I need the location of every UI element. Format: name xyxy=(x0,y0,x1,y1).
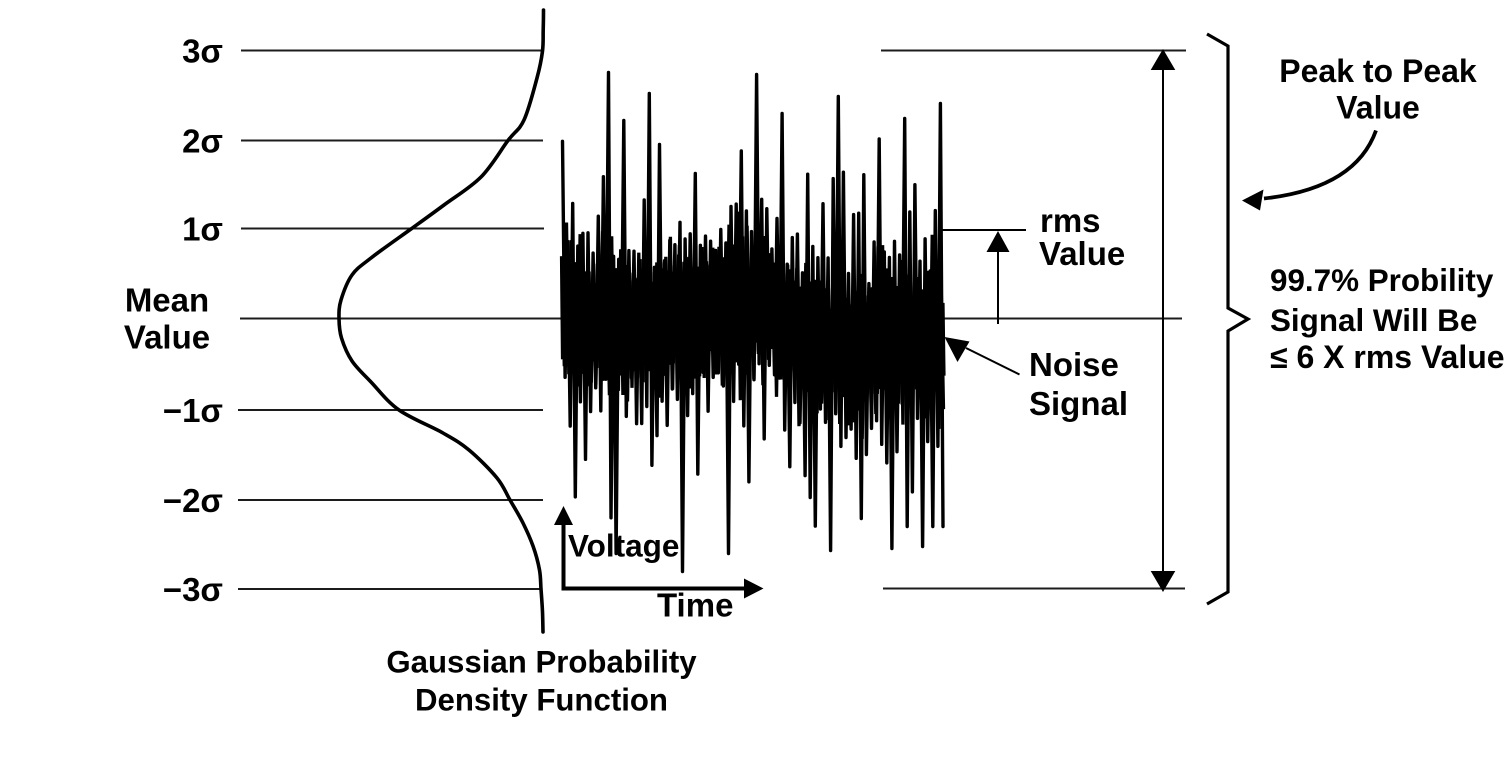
svg-text:−2σ: −2σ xyxy=(163,482,223,519)
svg-text:Mean: Mean xyxy=(125,282,209,319)
svg-text:Gaussian Probability: Gaussian Probability xyxy=(386,645,697,680)
svg-text:3σ: 3σ xyxy=(182,33,223,70)
svg-text:Noise: Noise xyxy=(1029,346,1119,383)
svg-text:Voltage: Voltage xyxy=(568,528,679,564)
svg-text:99.7% Probility: 99.7% Probility xyxy=(1270,263,1494,298)
svg-text:Signal: Signal xyxy=(1029,385,1128,422)
svg-text:2σ: 2σ xyxy=(182,123,223,160)
svg-text:rms: rms xyxy=(1040,202,1101,239)
svg-text:−1σ: −1σ xyxy=(163,392,223,429)
svg-text:Time: Time xyxy=(657,587,733,624)
svg-text:Peak to Peak: Peak to Peak xyxy=(1279,53,1477,89)
svg-text:Signal Will Be: Signal Will Be xyxy=(1270,303,1477,338)
svg-text:Value: Value xyxy=(1336,90,1420,126)
svg-text:Density Function: Density Function xyxy=(415,683,668,718)
svg-text:≤ 6 X rms Value: ≤ 6 X rms Value xyxy=(1270,339,1505,375)
svg-text:−3σ: −3σ xyxy=(163,571,223,608)
svg-text:Value: Value xyxy=(124,319,210,356)
svg-text:Value: Value xyxy=(1039,235,1125,272)
svg-text:1σ: 1σ xyxy=(182,211,223,248)
